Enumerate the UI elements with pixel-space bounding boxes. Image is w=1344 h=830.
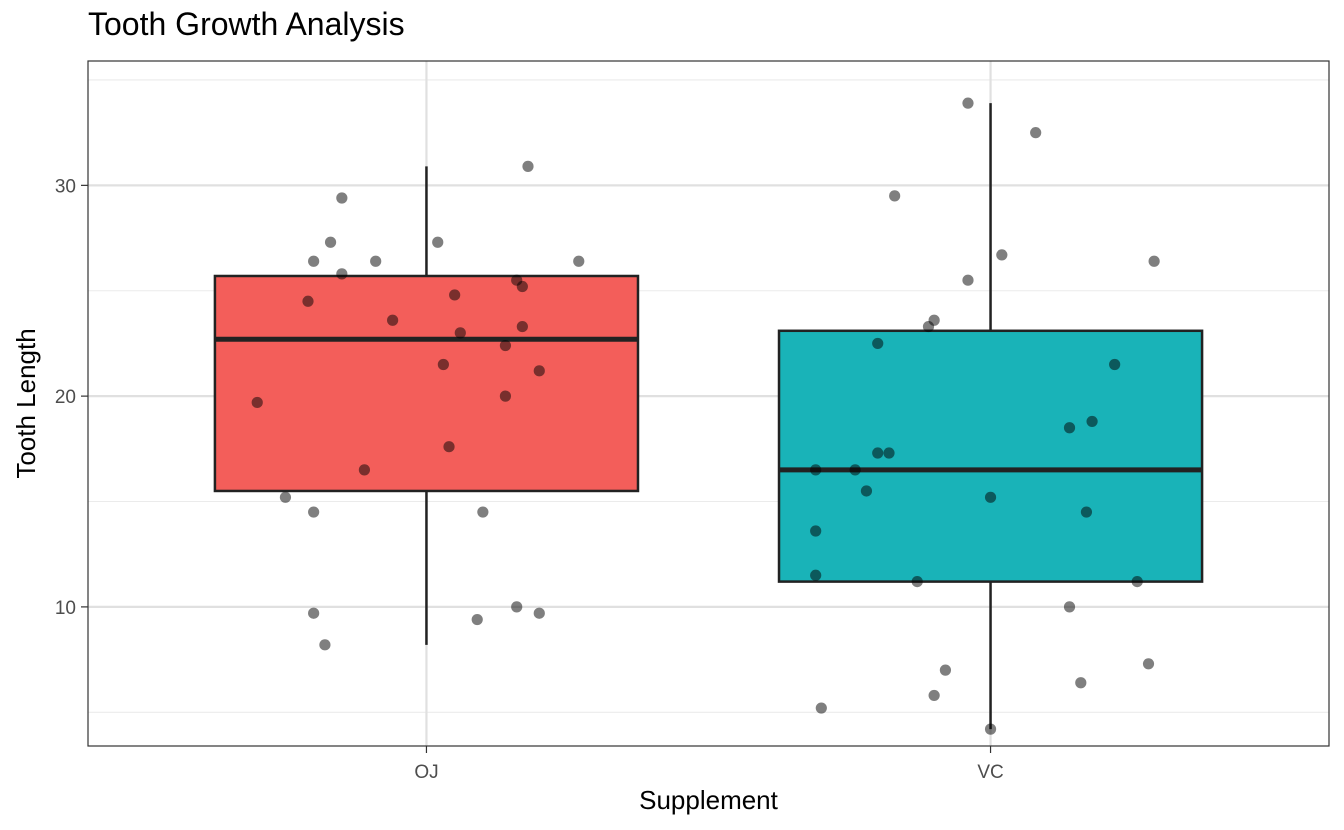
data-point: [810, 525, 822, 537]
data-point: [1063, 601, 1076, 613]
data-point: [516, 320, 528, 333]
data-point: [939, 664, 952, 676]
box-vc: [777, 329, 1204, 583]
data-point: [1109, 358, 1121, 371]
y-tick-label: 20: [55, 387, 76, 408]
data-point: [984, 491, 997, 503]
data-points: [251, 97, 1160, 735]
x-tick-label: OJ: [414, 762, 438, 783]
plot-panel-border: [87, 60, 1330, 747]
data-point: [962, 97, 974, 109]
chart-title: Tooth Growth Analysis: [88, 6, 405, 42]
data-point: [387, 314, 399, 326]
data-point: [324, 236, 337, 248]
y-tick-label: 10: [55, 598, 76, 619]
data-point: [443, 441, 455, 453]
data-point: [336, 268, 348, 280]
data-point: [1075, 677, 1087, 689]
data-point: [432, 236, 444, 248]
boxes: [213, 103, 1204, 730]
data-point: [1030, 127, 1042, 139]
data-point: [499, 390, 512, 402]
data-point: [810, 569, 822, 581]
data-point: [962, 274, 974, 286]
data-point: [883, 447, 895, 459]
data-point: [911, 576, 923, 588]
data-point: [1131, 576, 1143, 588]
data-point: [437, 358, 449, 371]
data-point: [308, 255, 320, 267]
data-point: [533, 365, 545, 377]
data-point: [1142, 658, 1155, 670]
data-point: [573, 255, 585, 267]
data-point: [922, 320, 935, 333]
data-point: [308, 506, 320, 518]
data-point: [872, 447, 884, 459]
box-oj: [213, 274, 640, 493]
data-point: [860, 485, 873, 497]
data-point: [1148, 255, 1160, 267]
x-tick-label: VC: [977, 762, 1003, 783]
data-point: [251, 396, 263, 409]
axes: 10 20 30 OJ VC: [55, 176, 1004, 783]
data-point: [889, 190, 901, 202]
data-point: [1086, 415, 1098, 428]
data-point: [454, 327, 466, 339]
y-tick-label: 30: [55, 176, 76, 197]
data-point: [279, 491, 292, 503]
data-point: [449, 289, 461, 301]
data-point: [499, 339, 512, 352]
data-point: [996, 249, 1008, 261]
data-point: [370, 255, 382, 267]
data-point: [872, 337, 884, 350]
data-point: [810, 464, 822, 476]
data-point: [1063, 422, 1076, 434]
x-axis-title: Supplement: [639, 785, 779, 815]
data-point: [358, 464, 371, 476]
data-point: [319, 639, 331, 651]
data-point: [511, 601, 523, 613]
data-point: [815, 702, 827, 714]
data-point: [302, 295, 314, 307]
data-point: [849, 464, 861, 476]
data-point: [516, 280, 528, 293]
data-point: [533, 607, 545, 619]
y-axis-title: Tooth Length: [11, 328, 41, 478]
data-point: [477, 506, 489, 518]
data-point: [1080, 506, 1093, 518]
data-point: [984, 723, 997, 735]
data-point: [928, 689, 940, 702]
data-point: [336, 192, 348, 204]
data-point: [522, 160, 534, 172]
data-point: [471, 613, 483, 626]
data-point: [308, 607, 320, 619]
